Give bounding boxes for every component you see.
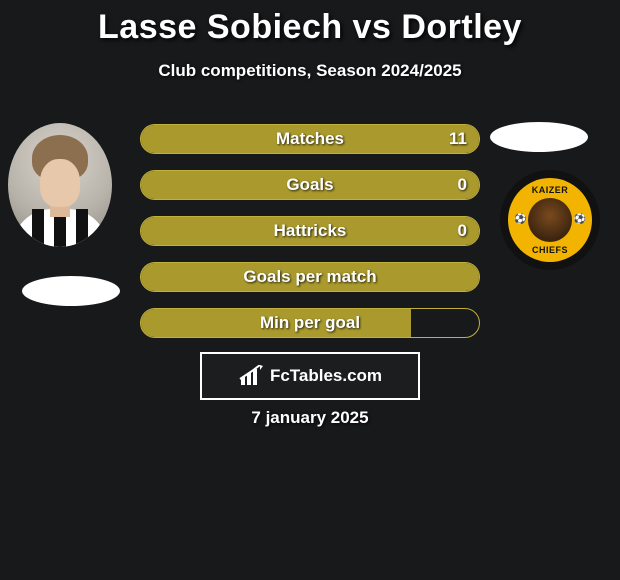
stat-label: Goals per match xyxy=(141,267,479,287)
stat-label: Hattricks xyxy=(141,221,479,241)
stat-row: Matches11 xyxy=(140,124,480,154)
badge-text-top: KAIZER xyxy=(532,185,569,195)
stat-value-right: 0 xyxy=(458,221,467,241)
stat-value-right: 11 xyxy=(449,129,467,149)
watermark-text: FcTables.com xyxy=(270,366,382,386)
stat-row: Goals0 xyxy=(140,170,480,200)
stats-table: Matches11Goals0Hattricks0Goals per match… xyxy=(140,124,480,354)
stat-row: Hattricks0 xyxy=(140,216,480,246)
stat-row: Min per goal xyxy=(140,308,480,338)
player-left-shadow xyxy=(22,276,120,306)
badge-text-bottom: CHIEFS xyxy=(532,245,568,255)
page-title: Lasse Sobiech vs Dortley xyxy=(0,0,620,47)
page-subtitle: Club competitions, Season 2024/2025 xyxy=(0,61,620,81)
player-right-shadow xyxy=(490,122,588,152)
stat-value-right: 0 xyxy=(458,175,467,195)
player-right-club-badge: KAIZER CHIEFS xyxy=(500,170,600,270)
date-text: 7 january 2025 xyxy=(0,408,620,428)
stat-row: Goals per match xyxy=(140,262,480,292)
stat-label: Min per goal xyxy=(141,313,479,333)
stat-label: Matches xyxy=(141,129,479,149)
player-left-avatar xyxy=(8,123,112,247)
stat-label: Goals xyxy=(141,175,479,195)
chart-icon xyxy=(238,365,264,387)
watermark-box: FcTables.com xyxy=(200,352,420,400)
